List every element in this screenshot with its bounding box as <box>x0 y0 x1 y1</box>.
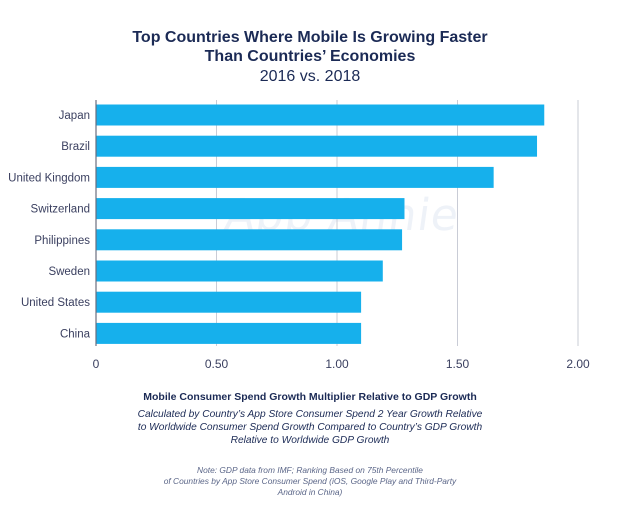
x-tick-label-0: 0 <box>93 357 100 371</box>
x-tick-label-3: 1.50 <box>446 357 470 371</box>
category-label-5: Sweden <box>48 266 90 278</box>
x-axis-title: Mobile Consumer Spend Growth Multiplier … <box>143 391 477 403</box>
bar-3 <box>96 198 405 220</box>
chart-title-line-2: Than Countries’ Economies <box>204 48 416 65</box>
x-axis-description-line-1: Calculated by Country’s App Store Consum… <box>137 409 483 420</box>
category-label-0: Japan <box>59 110 90 122</box>
bar-1 <box>96 135 538 157</box>
x-tick-label-2: 1.00 <box>325 357 349 371</box>
category-label-7: China <box>60 328 91 340</box>
x-tick-label-4: 2.00 <box>566 357 590 371</box>
bar-5 <box>96 260 383 282</box>
chart-title-line-1: Top Countries Where Mobile Is Growing Fa… <box>132 29 488 46</box>
x-axis-description-line-2: to Worldwide Consumer Spend Growth Compa… <box>137 422 483 433</box>
bar-6 <box>96 291 362 313</box>
bar-2 <box>96 166 494 188</box>
bar-7 <box>96 322 362 344</box>
bar-chart-svg: Japan Brazil United Kingdom Switzerland Phil… <box>8 100 590 371</box>
footnote-line-1: Note: GDP data from IMF; Ranking Based o… <box>197 465 423 475</box>
category-label-4: Philippines <box>34 235 90 247</box>
category-label-3: Switzerland <box>31 204 90 216</box>
category-label-2: United Kingdom <box>8 172 90 184</box>
footnote-line-2: of Countries by App Store Consumer Spend… <box>163 476 457 486</box>
x-axis-description-line-3: Relative to Worldwide GDP Growth <box>230 435 390 446</box>
footnote-line-3: Android in China) <box>277 487 343 497</box>
bar-4 <box>96 229 403 251</box>
category-label-1: Brazil <box>61 141 90 153</box>
category-label-6: United States <box>21 297 90 309</box>
bar-0 <box>96 104 545 126</box>
chart-subtitle: 2016 vs. 2018 <box>259 68 361 85</box>
x-tick-label-1: 0.50 <box>205 357 229 371</box>
